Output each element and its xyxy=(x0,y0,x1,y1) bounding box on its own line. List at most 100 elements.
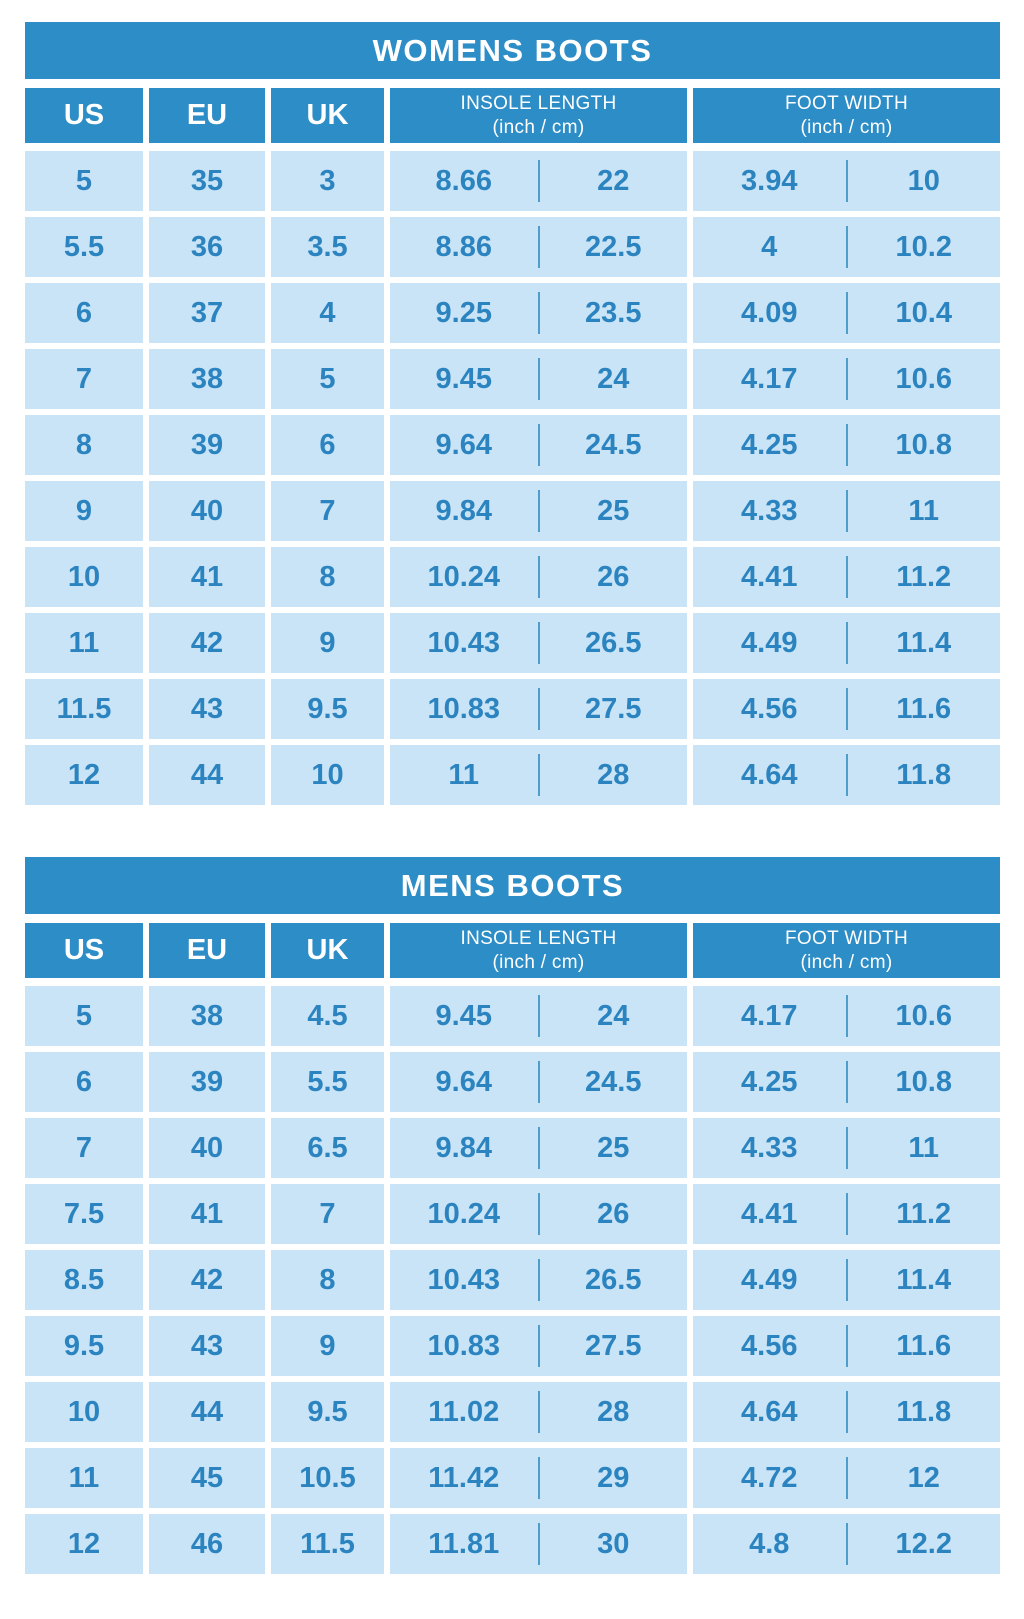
cell-eu-size: 40 xyxy=(149,481,265,541)
inch-cm-divider xyxy=(537,1193,540,1235)
cell-insole-length-inch: 10.43 xyxy=(427,626,501,659)
cell-insole-length-inch: 11.02 xyxy=(428,1395,500,1428)
cell-foot-width: 4.33 11 xyxy=(693,481,1000,541)
inch-cm-divider xyxy=(845,1259,848,1301)
cell-foot-width-inch: 4.49 xyxy=(741,626,798,659)
cell-insole-length-inch: 10.83 xyxy=(427,692,501,725)
cell-foot-width: 4.41 11.2 xyxy=(693,547,1000,607)
cell-us-size: 5 xyxy=(25,986,143,1046)
cell-uk-size: 9.5 xyxy=(271,679,384,739)
cell-foot-width-cm: 12 xyxy=(907,1461,940,1494)
cell-foot-width-cm: 11.2 xyxy=(896,1197,952,1230)
cell-foot-width-inch: 4.8 xyxy=(749,1527,790,1560)
foot-width-unit: (inch / cm) xyxy=(800,951,893,973)
cell-insole-length-cm: 22.5 xyxy=(585,230,642,263)
inch-cm-divider xyxy=(537,160,540,202)
inch-cm-divider xyxy=(845,754,848,796)
inch-cm-divider xyxy=(845,1523,848,1565)
cell-insole-length-inch: 8.86 xyxy=(435,230,492,263)
womens-table-title: WOMENS BOOTS xyxy=(25,22,1000,79)
cell-insole-length: 9.64 24.5 xyxy=(390,1052,687,1112)
cell-foot-width-cm: 11 xyxy=(908,1131,940,1164)
table-row: 11.5 43 9.5 10.83 27.5 4.56 11.6 xyxy=(25,679,1000,739)
cell-insole-length: 9.45 24 xyxy=(390,986,687,1046)
cell-insole-length-cm: 29 xyxy=(597,1461,630,1494)
table-row: 6 39 5.5 9.64 24.5 4.25 10.8 xyxy=(25,1052,1000,1112)
cell-foot-width-inch: 4.41 xyxy=(741,1197,798,1230)
cell-insole-length: 10.24 26 xyxy=(390,547,687,607)
cell-foot-width-cm: 10.4 xyxy=(895,296,952,329)
cell-insole-length-inch: 10.43 xyxy=(427,1263,501,1296)
inch-cm-divider xyxy=(845,1127,848,1169)
column-header-us: US xyxy=(25,88,143,143)
inch-cm-divider xyxy=(537,754,540,796)
cell-eu-size: 45 xyxy=(149,1448,265,1508)
cell-foot-width-inch: 4.09 xyxy=(741,296,798,329)
cell-uk-size: 10 xyxy=(271,745,384,805)
inch-cm-divider xyxy=(845,424,848,466)
cell-eu-size: 38 xyxy=(149,986,265,1046)
cell-insole-length: 9.64 24.5 xyxy=(390,415,687,475)
table-row: 10 41 8 10.24 26 4.41 11.2 xyxy=(25,547,1000,607)
cell-foot-width-inch: 4.56 xyxy=(741,1329,798,1362)
cell-foot-width: 4.25 10.8 xyxy=(693,1052,1000,1112)
cell-uk-size: 7 xyxy=(271,481,384,541)
inch-cm-divider xyxy=(537,1523,540,1565)
cell-insole-length-inch: 11.81 xyxy=(428,1527,500,1560)
cell-foot-width: 4.41 11.2 xyxy=(693,1184,1000,1244)
cell-uk-size: 9 xyxy=(271,1316,384,1376)
cell-insole-length-cm: 26 xyxy=(597,560,630,593)
cell-us-size: 12 xyxy=(25,1514,143,1574)
cell-us-size: 6 xyxy=(25,1052,143,1112)
inch-cm-divider xyxy=(537,688,540,730)
inch-cm-divider xyxy=(537,1127,540,1169)
cell-foot-width: 4 10.2 xyxy=(693,217,1000,277)
table-row: 5.5 36 3.5 8.86 22.5 4 10.2 xyxy=(25,217,1000,277)
cell-us-size: 12 xyxy=(25,745,143,805)
inch-cm-divider xyxy=(845,226,848,268)
inch-cm-divider xyxy=(537,292,540,334)
cell-insole-length-inch: 9.64 xyxy=(435,1065,492,1098)
column-header-eu: EU xyxy=(149,923,265,978)
cell-foot-width: 4.33 11 xyxy=(693,1118,1000,1178)
cell-eu-size: 44 xyxy=(149,1382,265,1442)
cell-foot-width-cm: 10.2 xyxy=(895,230,952,263)
cell-uk-size: 8 xyxy=(271,547,384,607)
inch-cm-divider xyxy=(845,995,848,1037)
inch-cm-divider xyxy=(845,292,848,334)
inch-cm-divider xyxy=(845,622,848,664)
cell-foot-width-inch: 4.33 xyxy=(741,1131,798,1164)
cell-insole-length-inch: 8.66 xyxy=(435,164,492,197)
cell-insole-length-cm: 24 xyxy=(597,999,630,1032)
column-header-insole-length: INSOLE LENGTH (inch / cm) xyxy=(390,88,687,143)
cell-foot-width-cm: 11.8 xyxy=(896,758,952,791)
cell-insole-length-inch: 9.84 xyxy=(435,494,492,527)
cell-foot-width-cm: 11 xyxy=(908,494,940,527)
womens-boots-table: WOMENS BOOTS US EU UK INSOLE LENGTH (inc… xyxy=(25,22,1000,805)
cell-insole-length-cm: 27.5 xyxy=(585,692,642,725)
cell-eu-size: 43 xyxy=(149,679,265,739)
cell-foot-width-cm: 10.8 xyxy=(895,428,952,461)
cell-foot-width-cm: 10.8 xyxy=(895,1065,952,1098)
cell-us-size: 5 xyxy=(25,151,143,211)
cell-insole-length: 9.84 25 xyxy=(390,1118,687,1178)
cell-us-size: 11 xyxy=(25,613,143,673)
table-row: 10 44 9.5 11.02 28 4.64 11.8 xyxy=(25,1382,1000,1442)
cell-insole-length: 11.02 28 xyxy=(390,1382,687,1442)
cell-uk-size: 9.5 xyxy=(271,1382,384,1442)
cell-eu-size: 38 xyxy=(149,349,265,409)
table-row: 5 38 4.5 9.45 24 4.17 10.6 xyxy=(25,986,1000,1046)
cell-foot-width: 4.8 12.2 xyxy=(693,1514,1000,1574)
cell-uk-size: 5 xyxy=(271,349,384,409)
cell-foot-width: 4.17 10.6 xyxy=(693,986,1000,1046)
inch-cm-divider xyxy=(537,1457,540,1499)
cell-us-size: 11.5 xyxy=(25,679,143,739)
womens-table-body: 5 35 3 8.66 22 3.94 10 5.5 36 3.5 8.86 22.5 4 10.2 6 37… xyxy=(25,151,1000,805)
cell-insole-length-inch: 10.24 xyxy=(427,560,501,593)
table-row: 9.5 43 9 10.83 27.5 4.56 11.6 xyxy=(25,1316,1000,1376)
inch-cm-divider xyxy=(845,1193,848,1235)
cell-eu-size: 43 xyxy=(149,1316,265,1376)
cell-us-size: 6 xyxy=(25,283,143,343)
table-row: 9 40 7 9.84 25 4.33 11 xyxy=(25,481,1000,541)
